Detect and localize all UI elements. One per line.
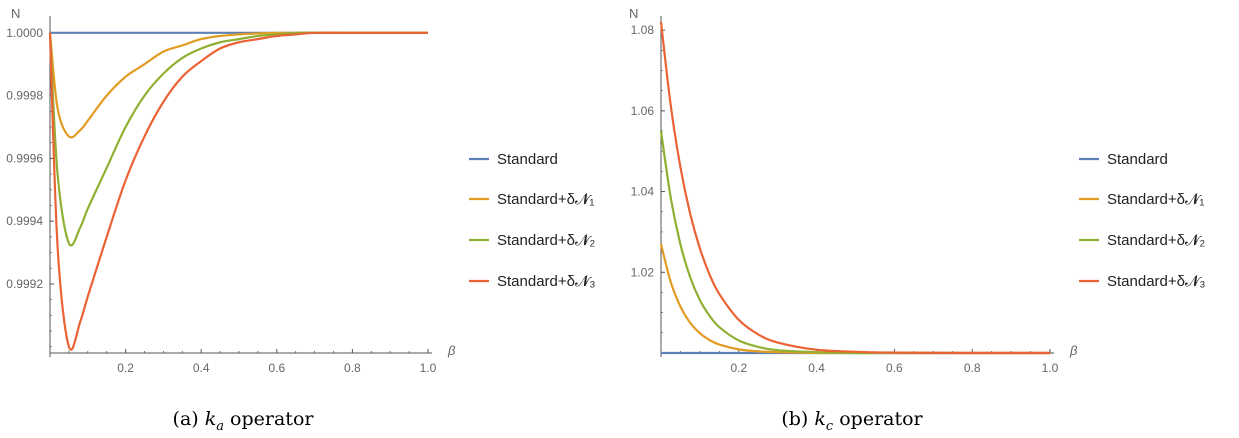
panel-caption: (a) ka operator <box>173 408 315 434</box>
caption-suffix: operator <box>833 408 923 430</box>
caption-k: k <box>205 408 217 430</box>
x-tick-label: 0.6 <box>886 361 903 375</box>
series-line-2 <box>48 31 428 139</box>
series-line-4 <box>659 21 1051 355</box>
caption-subscript: a <box>216 419 224 434</box>
y-axis-label: N <box>629 6 638 21</box>
x-tick-label: 1.0 <box>1042 361 1059 375</box>
caption-k: k <box>814 408 826 430</box>
series-line-3 <box>659 130 1050 355</box>
legend-label-2: Standard+δ𝓝₁ <box>1107 191 1204 208</box>
x-tick-label: 0.8 <box>344 361 361 375</box>
y-tick-label: 1.06 <box>631 104 655 118</box>
caption-suffix: operator <box>224 408 314 430</box>
y-tick-label: 0.9994 <box>6 214 43 228</box>
x-axis-label: β <box>447 343 456 358</box>
legend-label-2: Standard+δ𝓝₁ <box>497 191 594 208</box>
x-tick-label: 0.6 <box>268 361 285 375</box>
y-tick-label: 0.9996 <box>6 151 43 165</box>
y-tick-label: 1.0000 <box>6 26 43 40</box>
panel-a: 0.2 0.4 0.6 0.8 1.0 0.9992 0.9994 0.9996 0.9998 1… <box>6 6 595 434</box>
panel-caption: (b) kc operator <box>781 408 923 434</box>
x-tick-label: 0.4 <box>193 361 210 375</box>
x-tick-label: 0.4 <box>808 361 825 375</box>
series-line-3 <box>48 31 428 247</box>
panel-b: 0.2 0.4 0.6 0.8 1.0 1.02 1.04 1.06 1.08 Nβ Standar… <box>629 6 1205 434</box>
y-tick-label: 0.9992 <box>6 277 43 291</box>
y-tick-label: 1.08 <box>631 23 655 37</box>
series-line-4 <box>48 31 428 351</box>
legend-label-1: Standard <box>1107 151 1168 168</box>
caption-subscript: c <box>826 419 834 434</box>
legend-label-1: Standard <box>497 151 558 168</box>
y-tick-label: 1.04 <box>631 185 655 199</box>
legend-label-3: Standard+δ𝓝₂ <box>497 232 595 249</box>
y-tick-label: 1.02 <box>631 265 655 279</box>
x-axis-label: β <box>1069 343 1078 358</box>
y-axis-label: N <box>11 6 20 21</box>
x-tick-label: 0.8 <box>964 361 981 375</box>
series-line-2 <box>659 243 1050 355</box>
legend-label-4: Standard+δ𝓝₃ <box>497 273 595 290</box>
x-tick-label: 1.0 <box>420 361 437 375</box>
y-tick-label: 0.9998 <box>6 89 43 103</box>
legend-label-4: Standard+δ𝓝₃ <box>1107 273 1205 290</box>
x-tick-label: 0.2 <box>117 361 134 375</box>
caption-prefix: (b) <box>781 408 814 430</box>
caption-prefix: (a) <box>173 408 205 430</box>
legend-label-3: Standard+δ𝓝₂ <box>1107 232 1205 249</box>
x-tick-label: 0.2 <box>730 361 747 375</box>
